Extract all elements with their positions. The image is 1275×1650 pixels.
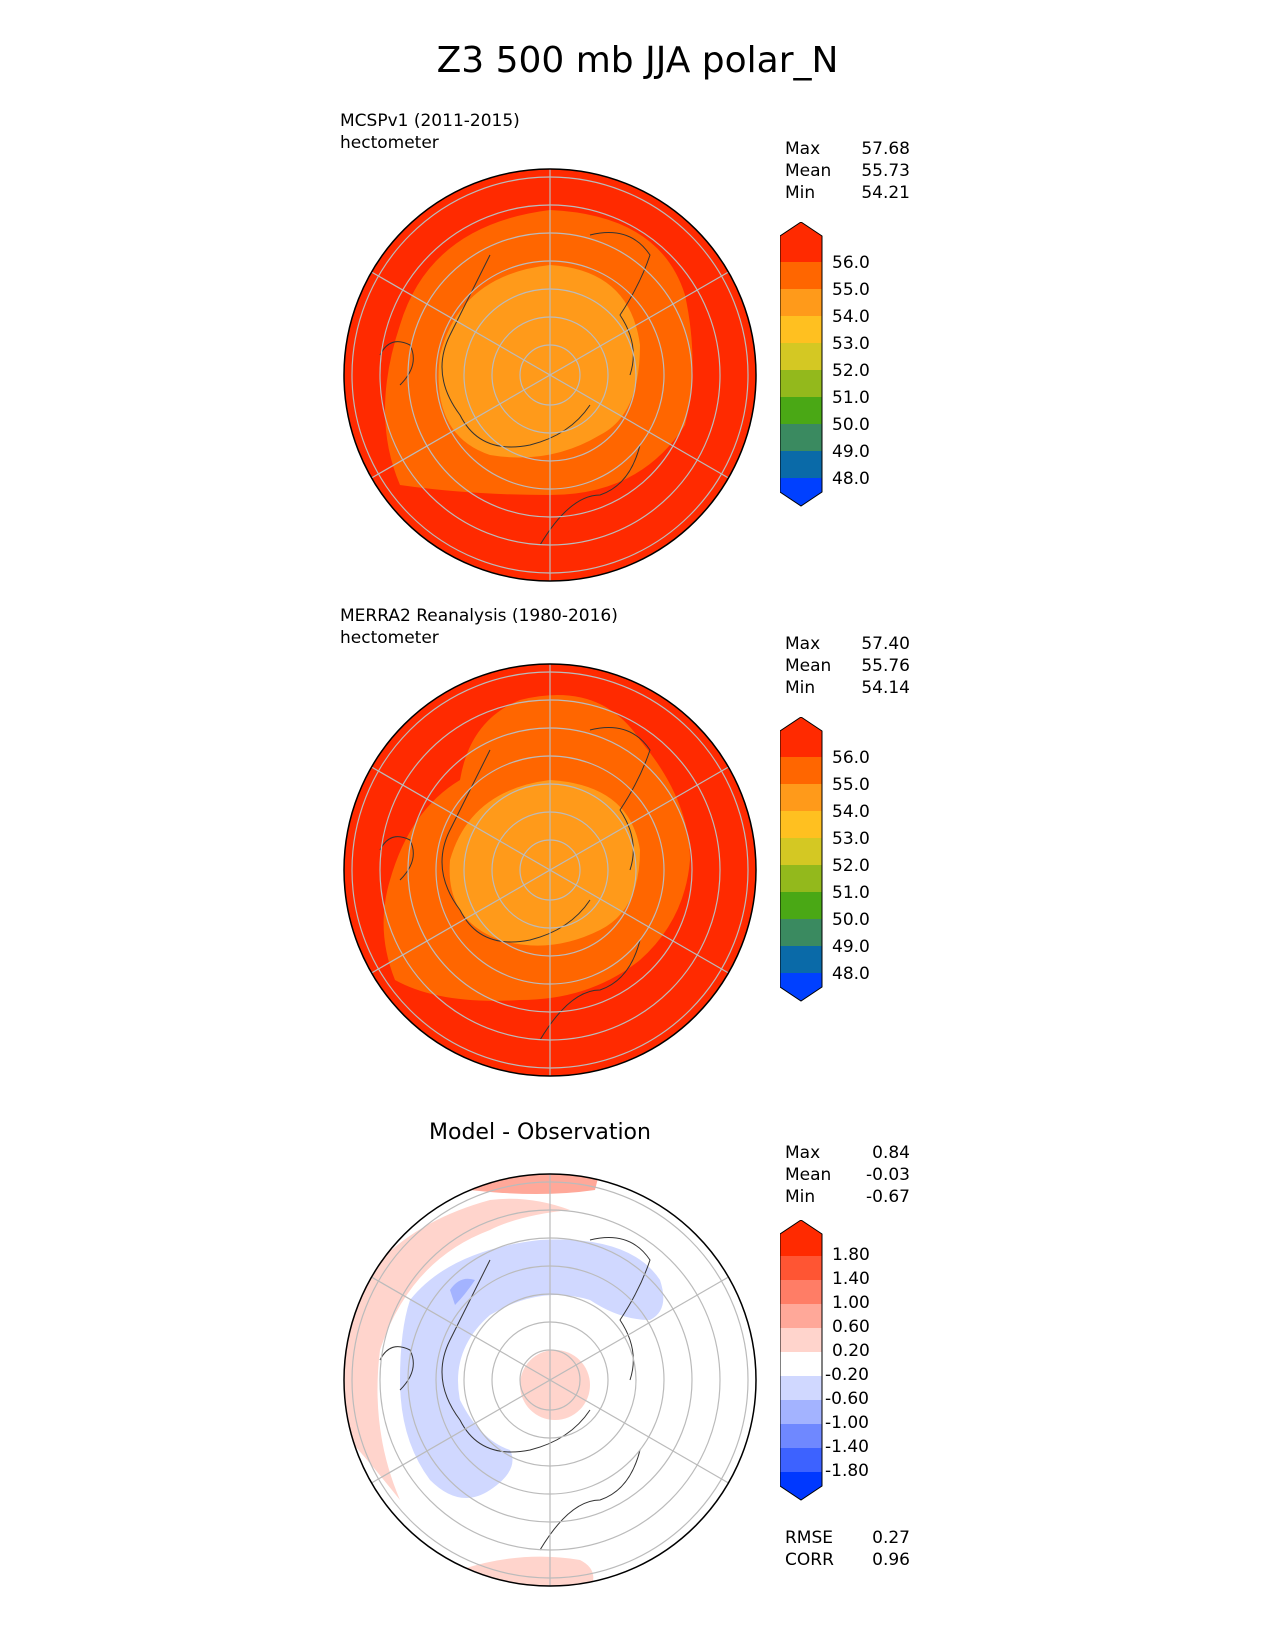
stat-mean: 55.73: [861, 161, 910, 181]
metric-rmse-label: RMSE: [785, 1528, 834, 1548]
colorbar-tick: 49.0: [832, 442, 870, 462]
stat-min: 54.21: [861, 183, 910, 203]
stat-mean-label: Mean: [785, 656, 832, 676]
stat-max: 57.68: [861, 139, 910, 159]
colorbar-tick: 55.0: [832, 280, 870, 300]
polar-map: [343, 1173, 757, 1587]
panel-title: Model - Observation: [429, 1120, 651, 1145]
stat-max-label: Max: [785, 1143, 821, 1163]
stat-min: -0.67: [866, 1187, 910, 1207]
stat-mean: -0.03: [866, 1165, 910, 1185]
colorbar-tick: -0.60: [825, 1389, 869, 1409]
graticule: [351, 1174, 749, 1586]
stats-box: Max 57.40 Mean 55.76 Min 54.14: [785, 633, 910, 699]
stat-max-label: Max: [785, 634, 821, 654]
coastlines: [379, 1237, 651, 1551]
field-54: [438, 265, 640, 458]
colorbar-tick: 51.0: [832, 388, 870, 408]
polar-map: [343, 663, 757, 1077]
stat-mean-label: Mean: [785, 161, 832, 181]
field-54: [449, 780, 640, 946]
colorbar-gradient: [779, 716, 823, 1002]
colorbar-tick: 50.0: [832, 910, 870, 930]
colorbar-tick: -1.40: [825, 1437, 869, 1457]
colorbar: 1.80 1.40 1.00 0.60 0.20 -0.20 -0.60 -1.…: [779, 1219, 870, 1524]
colorbar-tick: 48.0: [832, 964, 870, 984]
metric-rmse: 0.27: [872, 1528, 910, 1548]
colorbar-tick: 1.00: [832, 1293, 870, 1313]
colorbar: 56.0 55.0 54.0 53.0 52.0 51.0 50.0 49.0 …: [779, 716, 870, 1021]
map-boundary: [343, 663, 757, 1077]
colorbar-tick: 49.0: [832, 937, 870, 957]
colorbar: 56.0 55.0 54.0 53.0 52.0 51.0 50.0 49.0 …: [779, 221, 870, 526]
colorbar-tick: 54.0: [832, 802, 870, 822]
map-boundary: [343, 168, 757, 582]
panel-test: MCSPv1 (2011-2015) hectometer Max 57.68 Me…: [0, 110, 1275, 590]
metrics-box: RMSE 0.27 CORR 0.96: [785, 1527, 910, 1571]
panel-title: MCSPv1 (2011-2015) hectometer: [340, 110, 520, 154]
colorbar-gradient: [779, 221, 823, 507]
polar-map: [343, 168, 757, 582]
coastlines: [379, 727, 651, 1041]
figure-title: Z3 500 mb JJA polar_N: [436, 40, 839, 81]
colorbar-tick: 55.0: [832, 775, 870, 795]
colorbar-tick: 56.0: [832, 748, 870, 768]
stat-max: 57.40: [861, 634, 910, 654]
colorbar-tick: 50.0: [832, 415, 870, 435]
colorbar-tick: 52.0: [832, 856, 870, 876]
stat-mean-label: Mean: [785, 1165, 832, 1185]
colorbar-tick: 54.0: [832, 307, 870, 327]
coastlines: [379, 232, 651, 546]
stat-min-label: Min: [785, 678, 816, 698]
stat-min: 54.14: [861, 678, 910, 698]
stat-max-label: Max: [785, 139, 821, 159]
colorbar-gradient: [779, 1219, 823, 1501]
metric-corr: 0.96: [872, 1550, 910, 1570]
colorbar-tick: 0.60: [832, 1317, 870, 1337]
colorbar-tick: -0.20: [825, 1365, 869, 1385]
field-neg: [400, 1239, 664, 1498]
stat-min-label: Min: [785, 1187, 816, 1207]
graticule: [351, 169, 749, 581]
colorbar-tick: -1.00: [825, 1413, 869, 1433]
colorbar-tick: 1.40: [832, 1269, 870, 1289]
metric-corr-label: CORR: [785, 1550, 834, 1570]
field-pos-strong: [460, 1174, 600, 1194]
panel-reference: MERRA2 Reanalysis (1980-2016) hectometer …: [0, 605, 1275, 1085]
colorbar-tick: 51.0: [832, 883, 870, 903]
colorbar-tick: -1.80: [825, 1461, 869, 1481]
stat-mean: 55.76: [861, 656, 910, 676]
colorbar-tick: 56.0: [832, 253, 870, 273]
map-boundary: [343, 1173, 757, 1587]
colorbar-tick: 0.20: [832, 1341, 870, 1361]
colorbar-tick: 52.0: [832, 361, 870, 381]
colorbar-tick: 53.0: [832, 829, 870, 849]
stats-box: Max 0.84 Mean -0.03 Min -0.67: [785, 1142, 910, 1208]
panel-title-line1: MERRA2 Reanalysis (1980-2016): [340, 606, 618, 626]
panel-title: MERRA2 Reanalysis (1980-2016) hectometer: [340, 605, 618, 649]
stat-max: 0.84: [872, 1143, 910, 1163]
stat-min-label: Min: [785, 183, 816, 203]
colorbar-tick: 1.80: [832, 1245, 870, 1265]
field-neg-strong: [450, 1278, 475, 1305]
panel-title-line1: MCSPv1 (2011-2015): [340, 111, 520, 131]
stats-box: Max 57.68 Mean 55.73 Min 54.21: [785, 138, 910, 204]
colorbar-tick: 53.0: [832, 334, 870, 354]
field-pos-outer: [344, 1198, 570, 1500]
colorbar-tick: 48.0: [832, 469, 870, 489]
panel-title-line2: hectometer: [340, 628, 439, 648]
panel-title-line2: hectometer: [340, 133, 439, 153]
panel-diff: Model - Observation Max 0.84 Mean -0.03 Mi…: [0, 1120, 1275, 1640]
graticule: [351, 664, 749, 1076]
